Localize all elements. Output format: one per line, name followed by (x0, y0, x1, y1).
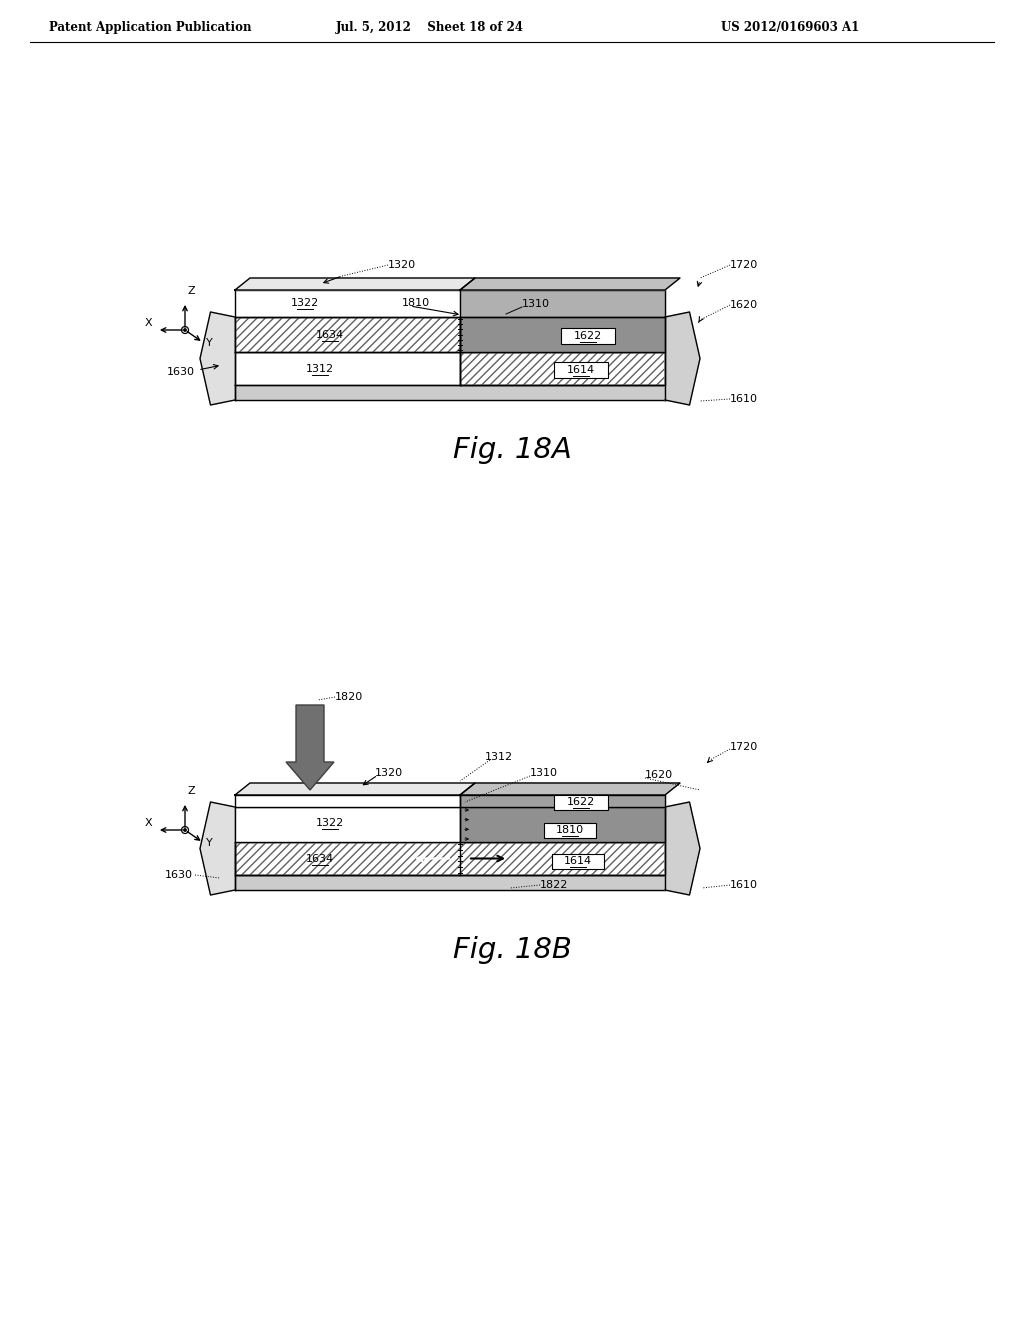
Circle shape (183, 329, 186, 331)
Polygon shape (460, 279, 680, 290)
Text: Fig. 18B: Fig. 18B (453, 936, 571, 964)
Text: 1312: 1312 (306, 364, 334, 374)
Text: 1634: 1634 (306, 854, 334, 863)
Bar (234, 317, 460, 352)
Text: 1312: 1312 (485, 752, 513, 762)
Bar (234, 317, 460, 352)
Text: Patent Application Publication: Patent Application Publication (49, 21, 251, 34)
Text: 1630: 1630 (167, 367, 195, 378)
Polygon shape (200, 803, 234, 895)
FancyBboxPatch shape (552, 854, 604, 869)
Polygon shape (234, 783, 475, 795)
Text: Z: Z (187, 286, 195, 296)
Text: Y: Y (206, 338, 213, 347)
Bar (460, 352, 665, 385)
Text: 1634: 1634 (316, 330, 344, 341)
Text: 1622: 1622 (567, 797, 595, 807)
Polygon shape (234, 279, 475, 290)
Text: X: X (144, 318, 152, 327)
Text: 1820: 1820 (335, 692, 364, 702)
Bar (460, 352, 665, 385)
Text: 1620: 1620 (730, 300, 758, 310)
FancyBboxPatch shape (554, 795, 608, 810)
Text: 1614: 1614 (567, 366, 595, 375)
Text: 1322: 1322 (291, 298, 319, 308)
Text: 1720: 1720 (730, 742, 758, 752)
Polygon shape (200, 312, 234, 405)
FancyArrow shape (286, 705, 334, 789)
FancyBboxPatch shape (554, 362, 608, 378)
Text: X: X (144, 818, 152, 828)
Text: Z: Z (187, 785, 195, 796)
Text: 1810: 1810 (556, 825, 584, 836)
FancyBboxPatch shape (544, 822, 596, 838)
Text: 1720: 1720 (730, 260, 758, 271)
Text: 1310: 1310 (530, 768, 558, 777)
Text: 1614: 1614 (564, 855, 592, 866)
Text: 1322: 1322 (315, 817, 344, 828)
Text: 1822: 1822 (540, 880, 568, 890)
Text: 1620: 1620 (645, 770, 673, 780)
Text: US 2012/0169603 A1: US 2012/0169603 A1 (721, 21, 859, 34)
Bar (234, 842, 665, 875)
Circle shape (183, 829, 186, 832)
Text: 1320: 1320 (388, 260, 416, 271)
Text: 1610: 1610 (730, 393, 758, 404)
Text: 1622: 1622 (573, 331, 602, 341)
Text: Fig. 18A: Fig. 18A (453, 436, 571, 465)
Bar (234, 842, 665, 875)
Text: 1610: 1610 (730, 880, 758, 890)
FancyBboxPatch shape (561, 327, 615, 345)
Text: 1320: 1320 (375, 768, 403, 777)
Polygon shape (460, 783, 680, 795)
Text: 1810: 1810 (402, 298, 430, 308)
Text: Y: Y (206, 838, 213, 847)
Polygon shape (665, 803, 700, 895)
Polygon shape (665, 312, 700, 405)
Text: 1310: 1310 (522, 300, 550, 309)
Text: 1630: 1630 (165, 870, 193, 880)
Text: Jul. 5, 2012    Sheet 18 of 24: Jul. 5, 2012 Sheet 18 of 24 (336, 21, 524, 34)
